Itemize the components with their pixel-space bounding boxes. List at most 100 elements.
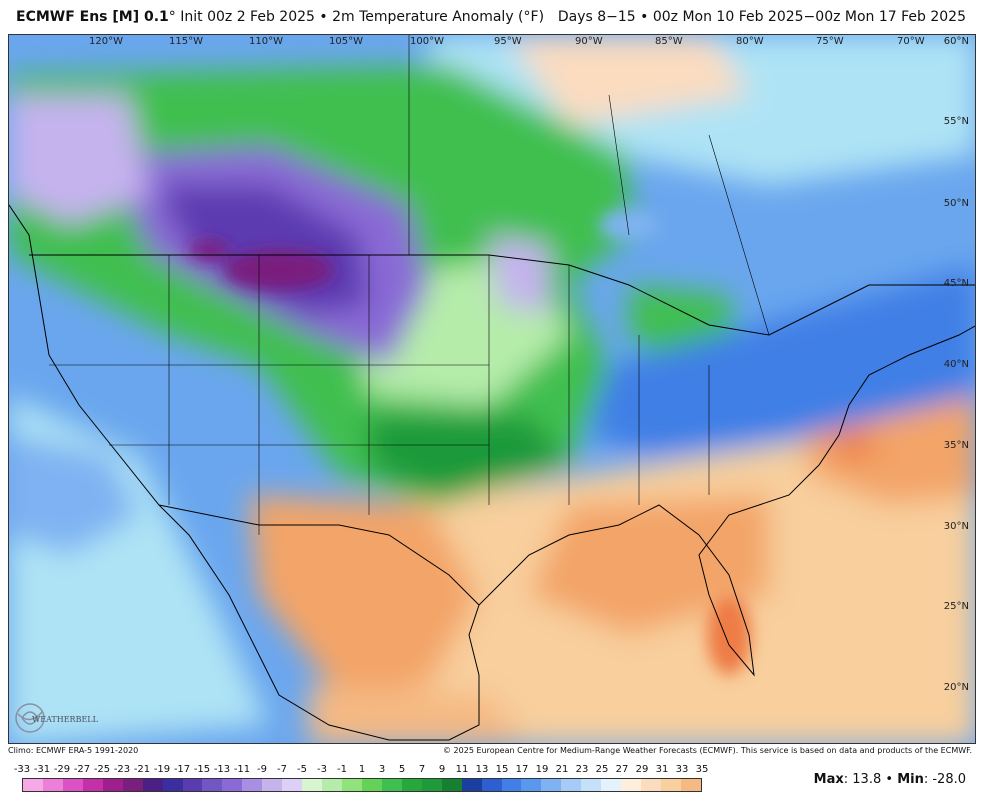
legend-swatch	[481, 779, 502, 791]
atlantic-hot	[832, 431, 876, 459]
lat-label: 50°N	[943, 198, 969, 209]
map-header: ECMWF Ens [M] 0.1° Init 00z 2 Feb 2025 •…	[0, 0, 984, 34]
lat-label: 20°N	[943, 682, 969, 693]
legend-swatch	[661, 779, 681, 791]
lat-label: 45°N	[943, 278, 969, 289]
legend-tick-label: -11	[233, 764, 251, 775]
legend-tick-label: -21	[133, 764, 151, 775]
legend-tick-label: 21	[555, 764, 569, 775]
legend-tick-label: 27	[615, 764, 629, 775]
max-min-stats: Max: 13.8 • Min: -28.0	[813, 772, 966, 787]
lon-label: 85°W	[655, 36, 683, 47]
florida-warm	[707, 595, 751, 675]
lon-label: 95°W	[494, 36, 522, 47]
init-info: Init 00z 2 Feb 2025 • 2m Temperature Ano…	[180, 9, 545, 25]
legend-tick-label: 23	[575, 764, 589, 775]
lon-label: 75°W	[816, 36, 844, 47]
legend-tick-label: 17	[515, 764, 529, 775]
legend-tick-label: -29	[53, 764, 71, 775]
legend-swatch	[202, 779, 223, 791]
legend-swatch	[581, 779, 602, 791]
legend-swatch	[381, 779, 402, 791]
gulf-warm	[529, 495, 769, 635]
legend-swatch	[501, 779, 522, 791]
logo-text: WEATHERBELL	[32, 715, 99, 724]
legend-swatch	[641, 779, 661, 791]
legend-swatch	[222, 779, 243, 791]
legend-swatch	[162, 779, 183, 791]
lon-label: 105°W	[329, 36, 363, 47]
max-value: 13.8	[852, 772, 882, 787]
legend-tick-label: -23	[113, 764, 131, 775]
legend-tick-label: 35	[695, 764, 709, 775]
legend-swatch	[102, 779, 123, 791]
legend-swatch	[361, 779, 382, 791]
weatherbell-logo: WEATHERBELL	[14, 696, 104, 736]
legend-tick-label: 25	[595, 764, 609, 775]
lon-label: 120°W	[89, 36, 123, 47]
legend-tick-label: 3	[378, 764, 386, 775]
east-blue	[589, 265, 975, 455]
lon-label: 100°W	[410, 36, 444, 47]
montana-extreme	[224, 250, 334, 290]
legend-swatch	[62, 779, 83, 791]
legend-swatch	[122, 779, 143, 791]
copyright-note: © 2025 European Centre for Medium-Range …	[443, 746, 972, 755]
legend-ticks: -33 -31 -29 -27 -25 -23 -21 -19 -17 -15 -13 -11 -9 -7…	[13, 764, 709, 778]
legend-tick-label: -3	[317, 764, 327, 775]
mexico-border	[158, 504, 480, 606]
climo-note: Climo: ECMWF ERA-5 1991-2020	[8, 746, 139, 755]
legend-tick-label: -33	[13, 764, 31, 775]
superior-blue	[599, 209, 659, 241]
boundaries	[9, 35, 975, 741]
lat-label: 55°N	[943, 116, 969, 127]
legend-swatch	[262, 779, 283, 791]
legend-tick-label: 33	[675, 764, 689, 775]
legend-swatch	[142, 779, 163, 791]
legend-tick-label: 15	[495, 764, 509, 775]
legend-tick-label: 19	[535, 764, 549, 775]
legend-swatch	[521, 779, 542, 791]
legend-tick-label: -9	[257, 764, 267, 775]
legend-tick-label: 13	[475, 764, 489, 775]
legend-swatch	[322, 779, 342, 791]
model-name: ECMWF Ens [M] 0.1	[16, 9, 169, 25]
title-left: ECMWF Ens [M] 0.1° Init 00z 2 Feb 2025 •…	[16, 0, 544, 34]
bc-lavender	[9, 95, 149, 225]
legend-tick-label: -27	[73, 764, 91, 775]
max-label: Max	[813, 772, 844, 787]
legend-tick-label: -19	[153, 764, 171, 775]
anomaly-map: 120°W 115°W 110°W 105°W 100°W 95°W 90°W …	[8, 34, 976, 744]
legend-tick-label: -15	[193, 764, 211, 775]
lat-label: 40°N	[943, 359, 969, 370]
pacific-coast	[9, 435, 139, 555]
stats-separator: •	[885, 772, 894, 787]
legend-swatch	[561, 779, 582, 791]
legend-tick-label: 31	[655, 764, 669, 775]
lavender-patch	[489, 235, 549, 315]
legend-swatch	[680, 779, 701, 791]
min-value: -28.0	[932, 772, 966, 787]
legend-swatch	[421, 779, 442, 791]
province-lines	[408, 35, 770, 336]
canada-border	[29, 254, 975, 336]
legend-swatch	[302, 779, 323, 791]
legend-tick-label: -13	[213, 764, 231, 775]
lon-label: 70°W	[897, 36, 925, 47]
legend-tick-label: 7	[418, 764, 426, 775]
lon-label: 115°W	[169, 36, 203, 47]
plains-green-dark	[369, 415, 569, 500]
legend-swatch	[82, 779, 103, 791]
lon-label: 90°W	[575, 36, 603, 47]
legend-swatch	[441, 779, 462, 791]
legend-swatch	[601, 779, 622, 791]
legend-swatch	[182, 779, 203, 791]
lat-label: 35°N	[943, 440, 969, 451]
degree-symbol: °	[168, 9, 176, 25]
legend-tick-label: -31	[33, 764, 51, 775]
legend-swatch	[23, 779, 43, 791]
lat-label: 30°N	[943, 521, 969, 532]
legend-tick-label: -25	[93, 764, 111, 775]
legend-tick-label: -7	[277, 764, 287, 775]
legend-tick-label: 9	[438, 764, 446, 775]
